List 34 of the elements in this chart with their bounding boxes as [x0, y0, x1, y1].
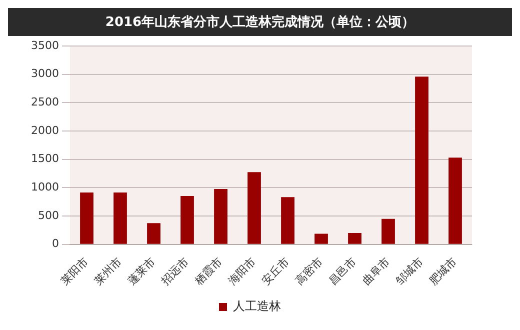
- bar: [415, 76, 428, 244]
- y-tick-label: 3500: [30, 38, 59, 52]
- x-tick-label: 蓬莱市: [125, 254, 158, 288]
- bar: [114, 192, 127, 244]
- x-tick-label: 安丘市: [259, 254, 292, 288]
- x-tick-label: 肥城市: [426, 254, 460, 288]
- bar: [147, 223, 160, 244]
- x-tick-label: 昌邑市: [326, 254, 359, 288]
- bar: [248, 172, 261, 244]
- y-tick-label: 500: [38, 208, 59, 222]
- y-tick-label: 2000: [30, 124, 59, 137]
- chart-title: 2016年山东省分市人工造林完成情况（单位：公顷）: [8, 8, 512, 36]
- y-tick-label: 1500: [30, 152, 59, 166]
- bar: [180, 196, 194, 244]
- bar: [448, 158, 462, 244]
- x-tick-label: 招远市: [158, 254, 192, 288]
- bar: [214, 188, 228, 244]
- x-tick-label: 曲阜市: [360, 254, 392, 288]
- bar: [382, 218, 395, 244]
- y-tick-label: 1000: [30, 180, 59, 194]
- bar: [314, 234, 328, 244]
- x-tick-label: 莱阳市: [58, 254, 91, 288]
- y-tick-label: 2500: [30, 96, 59, 109]
- x-tick-label: 莱州市: [92, 254, 124, 288]
- legend-label: 人工造林: [233, 299, 281, 314]
- x-tick-label: 海阳市: [226, 254, 258, 288]
- bar: [281, 197, 294, 244]
- x-tick-label: 栖霞市: [192, 254, 225, 288]
- bar: [348, 232, 362, 244]
- x-tick-label: 高密市: [292, 254, 326, 288]
- bar: [80, 192, 94, 244]
- x-tick-label: 邹城市: [393, 254, 426, 288]
- y-tick-label: 3000: [30, 67, 59, 80]
- y-tick-label: 0: [52, 237, 59, 250]
